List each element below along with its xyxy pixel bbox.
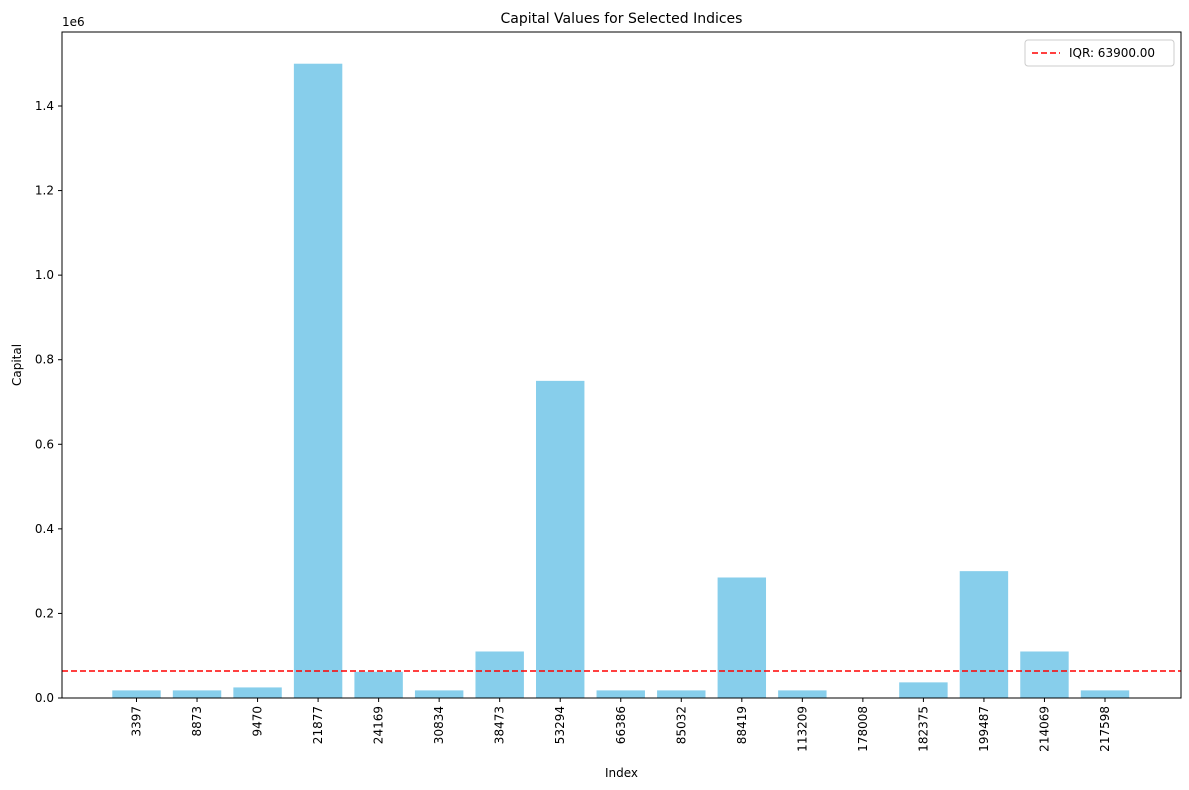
bar-217598 xyxy=(1080,690,1130,698)
bar-66386 xyxy=(596,690,645,698)
bar-182375 xyxy=(899,682,948,698)
y-tick-label: 1.4 xyxy=(35,99,54,113)
x-axis-label: Index xyxy=(605,766,638,780)
y-tick-label: 0.8 xyxy=(35,353,54,367)
bar-214069 xyxy=(1020,651,1069,698)
y-tick-label: 0.4 xyxy=(35,522,54,536)
plot-frame xyxy=(61,31,1182,699)
legend-box xyxy=(1024,39,1175,67)
x-tick-label-24169: 24169 xyxy=(372,706,386,744)
x-tick-label-9470: 9470 xyxy=(251,706,265,737)
x-tick-label-38473: 38473 xyxy=(493,706,507,744)
y-tick-label: 0.2 xyxy=(35,606,54,620)
x-tick-label-85032: 85032 xyxy=(674,706,688,744)
bar-38473 xyxy=(475,651,524,698)
y-scale-label: 1e6 xyxy=(62,15,85,29)
bar-8873 xyxy=(172,690,222,698)
x-tick-label-178008: 178008 xyxy=(856,706,870,752)
bar-88419 xyxy=(717,577,767,698)
x-tick-label-88419: 88419 xyxy=(735,706,749,744)
y-axis-label: Capital xyxy=(10,344,24,386)
legend: IQR: 63900.00 xyxy=(1024,39,1175,67)
x-tick-label-3397: 3397 xyxy=(130,706,144,737)
bar-85032 xyxy=(657,690,706,698)
bar-3397 xyxy=(112,690,161,698)
bar-21877 xyxy=(293,63,343,698)
bar-53294 xyxy=(536,380,585,698)
y-tick-label: 0.6 xyxy=(35,437,54,451)
y-tick-label: 0.0 xyxy=(35,691,54,705)
y-tick-label: 1.0 xyxy=(35,268,54,282)
x-tick-label-53294: 53294 xyxy=(553,706,567,744)
plot-area xyxy=(112,63,1130,698)
x-tick-label-30834: 30834 xyxy=(432,706,446,744)
bar-30834 xyxy=(414,690,464,698)
x-tick-label-214069: 214069 xyxy=(1037,706,1051,752)
bar-24169 xyxy=(354,671,403,698)
x-tick-label-182375: 182375 xyxy=(916,706,930,752)
y-tick-label: 1.2 xyxy=(35,184,54,198)
x-tick-label-66386: 66386 xyxy=(614,706,628,744)
x-tick-label-217598: 217598 xyxy=(1098,706,1112,752)
chart-title: Capital Values for Selected Indices xyxy=(501,11,743,27)
legend-iqr-label: IQR: 63900.00 xyxy=(1069,46,1155,60)
bar-113209 xyxy=(778,690,827,698)
x-tick-label-113209: 113209 xyxy=(795,706,809,752)
x-tick-label-21877: 21877 xyxy=(311,706,325,744)
x-tick-label-199487: 199487 xyxy=(977,706,991,752)
x-tick-label-8873: 8873 xyxy=(190,706,204,737)
bar-9470 xyxy=(233,687,282,698)
bar-199487 xyxy=(959,571,1009,698)
